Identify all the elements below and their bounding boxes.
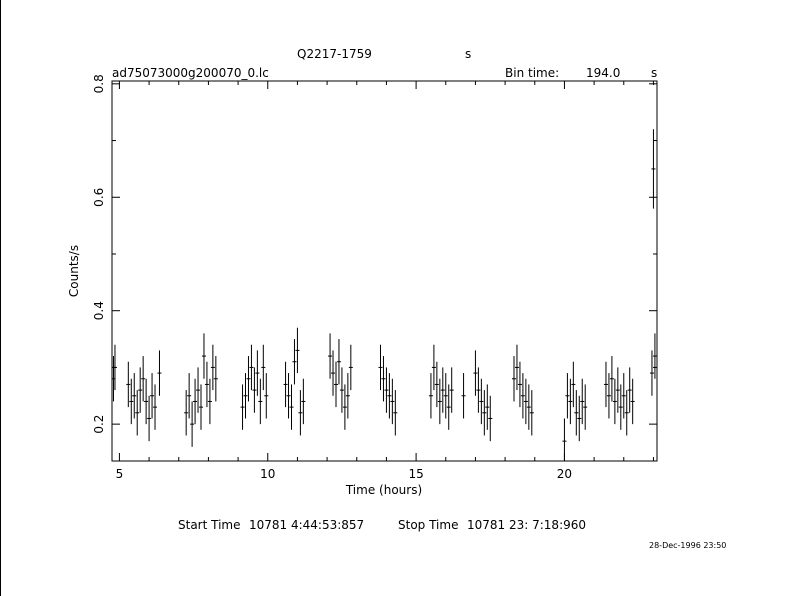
bin-time-unit: s <box>651 66 658 80</box>
bin-time-label: Bin time: <box>505 66 560 80</box>
data-points <box>111 129 657 461</box>
x-tick-label: 15 <box>408 467 423 481</box>
x-tick-label: 10 <box>260 467 275 481</box>
y-tick-label: 0.4 <box>92 301 106 320</box>
stop-time-value: 10781 23: 7:18:960 <box>467 518 587 532</box>
y-axis-label: Counts/s <box>67 245 81 297</box>
source-name: Q2217-1759 <box>297 47 372 61</box>
bin-time-value: 194.0 <box>586 66 621 80</box>
x-tick-label: 5 <box>116 467 124 481</box>
y-tick-label: 0.6 <box>92 188 106 207</box>
start-time-value: 10781 4:44:53:857 <box>249 518 365 532</box>
plot-date: 28-Dec-1996 23:50 <box>649 541 727 550</box>
x-axis-label: Time (hours) <box>345 483 422 497</box>
y-tick-label: 0.8 <box>92 74 106 93</box>
axis-ticks: 5 10 15 20 0.2 0.4 0.6 0.8 <box>92 74 657 481</box>
y-tick-label: 0.2 <box>92 415 106 434</box>
x-tick-label: 20 <box>557 467 572 481</box>
start-time-label: Start Time <box>178 518 241 532</box>
file-name: ad75073000g200070_0.lc <box>112 66 269 80</box>
plot-frame <box>111 80 658 462</box>
stop-time-label: Stop Time <box>398 518 459 532</box>
source-unit: s <box>465 47 472 61</box>
window-edge <box>0 0 1 596</box>
